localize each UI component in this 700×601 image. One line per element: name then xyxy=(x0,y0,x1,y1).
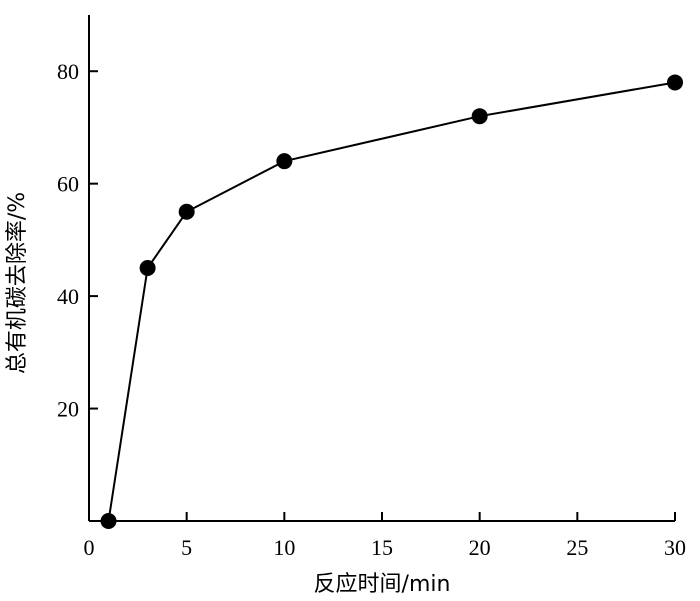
x-tick-label-10: 10 xyxy=(273,535,295,560)
y-tick-label-20: 20 xyxy=(57,397,79,422)
x-tick-label-20: 20 xyxy=(469,535,491,560)
y-ticks: 20 40 60 80 xyxy=(57,59,98,422)
y-tick-label-60: 60 xyxy=(57,172,79,197)
x-axis-label: 反应时间/min xyxy=(314,572,451,597)
data-point-10 xyxy=(276,153,293,170)
x-tick-label-30: 30 xyxy=(664,535,686,560)
series-line-0 xyxy=(107,81,676,522)
x-tick-label-15: 15 xyxy=(371,535,393,560)
data-point-30 xyxy=(667,74,683,91)
series-group xyxy=(100,74,683,529)
x-ticks: 0 5 10 15 20 25 30 xyxy=(84,512,686,560)
y-tick-label-40: 40 xyxy=(57,284,79,309)
x-tick-label-5: 5 xyxy=(181,535,192,560)
x-tick-label-0: 0 xyxy=(84,535,95,560)
y-axis-label: 总有机碳去除率/% xyxy=(5,192,30,374)
x-tick-label-25: 25 xyxy=(566,535,588,560)
axes xyxy=(88,15,675,522)
data-point-20 xyxy=(471,108,488,125)
data-point-5 xyxy=(178,203,195,220)
y-tick-label-80: 80 xyxy=(57,59,79,84)
data-point-1 xyxy=(100,513,117,529)
data-point-3 xyxy=(139,260,156,276)
